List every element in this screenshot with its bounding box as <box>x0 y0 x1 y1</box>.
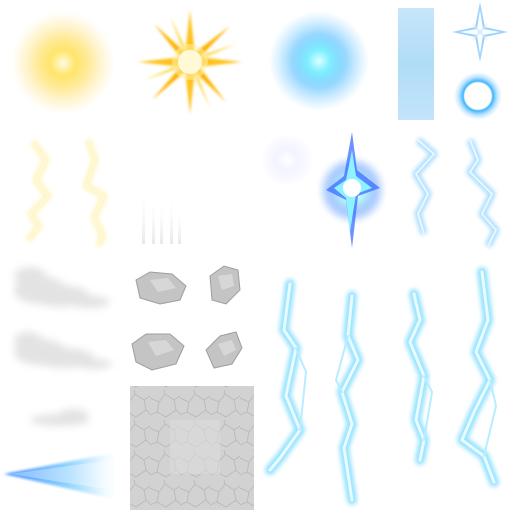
blue-four-point-sparkle <box>452 2 508 62</box>
yellow-lightning-bolts <box>25 138 108 248</box>
faint-white-orb <box>261 134 313 186</box>
grey-cracked-tile <box>130 386 254 510</box>
yellow-starburst <box>138 10 242 114</box>
blue-light-cone <box>4 452 118 500</box>
faint-light-streaks <box>142 186 181 244</box>
blue-impact-burst <box>318 132 386 248</box>
blue-ring-orb <box>454 72 502 120</box>
smoke-puffs <box>14 267 112 426</box>
blue-light-bar <box>398 8 434 120</box>
yellow-glow-orb <box>11 11 115 115</box>
blue-lightning-bolts <box>412 137 500 248</box>
cyan-glow-orb <box>269 11 369 111</box>
grey-rocks <box>131 265 243 371</box>
tall-cyan-lightning-strikes <box>265 267 499 505</box>
